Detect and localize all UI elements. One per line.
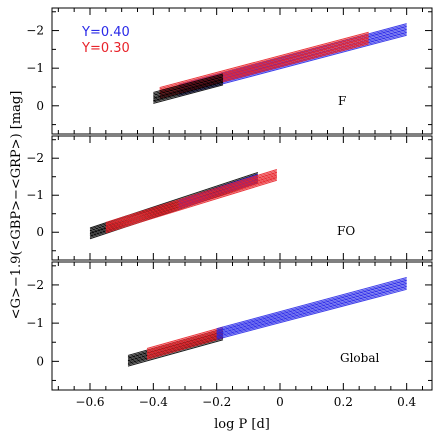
y-tick-label: −2 — [26, 151, 44, 165]
x-axis-label: log P [d] — [214, 417, 270, 432]
series-line — [146, 334, 224, 358]
panel-frame — [51, 135, 433, 261]
panel-label: F — [338, 94, 346, 108]
series-line — [153, 79, 224, 99]
panel-global: −2 −1 0 Global — [26, 261, 433, 391]
y-tick-label: 0 — [36, 225, 44, 239]
panel-fo: −2 −1 0 FO — [26, 135, 433, 261]
series-line — [153, 76, 224, 96]
legend-entry: Y=0.40 — [81, 25, 130, 40]
y-tick-label: −1 — [26, 188, 44, 202]
series-line — [146, 326, 224, 350]
series-line — [153, 80, 224, 100]
series-Y=0.30-band — [105, 169, 277, 234]
series-model-band — [153, 73, 224, 104]
series-line — [216, 286, 407, 338]
series-line — [146, 329, 224, 352]
series-line — [153, 77, 224, 98]
y-tick-label: 0 — [36, 354, 44, 368]
x-tick-label: 0 — [276, 395, 284, 409]
series-line — [146, 328, 224, 351]
panels: −2 −1 0 F Y=0.40Y=0.30 −2 −1 0 FO −2 −1 0 Global — [26, 7, 433, 391]
series-line — [159, 36, 369, 92]
series-line — [153, 73, 224, 93]
y-tick-label: −1 — [26, 61, 44, 75]
series-line — [105, 178, 277, 232]
x-tick-label: −0.2 — [202, 395, 231, 409]
series-line — [216, 288, 407, 340]
series-line — [105, 174, 277, 229]
series-line — [216, 280, 407, 332]
series-line — [105, 171, 277, 226]
series-line — [216, 278, 407, 331]
series-line — [105, 177, 277, 231]
y-tick-label: 0 — [36, 99, 44, 113]
series-line — [153, 83, 224, 103]
series-line — [146, 333, 224, 356]
series-line — [159, 34, 369, 91]
series-line — [159, 33, 369, 90]
series-line — [146, 336, 224, 359]
y-tick-label: −2 — [26, 278, 44, 292]
x-tick-label: −0.4 — [139, 395, 169, 409]
series-line — [159, 43, 369, 99]
y-tick-label: −1 — [26, 316, 44, 330]
panel-label: Global — [340, 351, 379, 365]
series-line — [159, 31, 369, 89]
series-line — [159, 40, 369, 96]
series-line — [146, 332, 224, 355]
series-Y=0.40-band — [216, 276, 407, 340]
series-line — [105, 169, 277, 223]
series-line — [153, 74, 224, 95]
series-line — [127, 339, 224, 367]
series-line — [105, 175, 277, 230]
series-line — [153, 81, 224, 102]
x-tick-label: 0.2 — [334, 395, 353, 409]
series-line — [146, 330, 224, 354]
series-line — [105, 179, 277, 234]
series-line — [146, 337, 224, 360]
legend-entry: Y=0.30 — [81, 41, 130, 56]
x-tick-label: −0.6 — [75, 395, 104, 409]
panel-f: −2 −1 0 F Y=0.40Y=0.30 — [26, 7, 433, 135]
series-line — [153, 84, 224, 104]
panel-frame — [51, 7, 433, 135]
series-Y=0.30-band — [146, 326, 224, 360]
series-line — [216, 283, 407, 335]
series-line — [105, 173, 277, 227]
series-line — [216, 284, 407, 336]
y-axis-label: <G>−1.9(<GBP>−<GRP>) [mag] — [9, 91, 24, 320]
series-line — [159, 42, 369, 98]
x-axis-ticks: −0.6 −0.4 −0.2 0 0.2 0.4 — [75, 395, 416, 409]
y-tick-label: −2 — [26, 24, 44, 38]
series-line — [216, 276, 407, 330]
series-line — [105, 170, 277, 225]
panel-label: FO — [337, 224, 355, 238]
series-line — [216, 287, 407, 339]
series-line — [216, 281, 407, 334]
panel-frame — [51, 261, 433, 391]
x-tick-label: 0.4 — [397, 395, 416, 409]
